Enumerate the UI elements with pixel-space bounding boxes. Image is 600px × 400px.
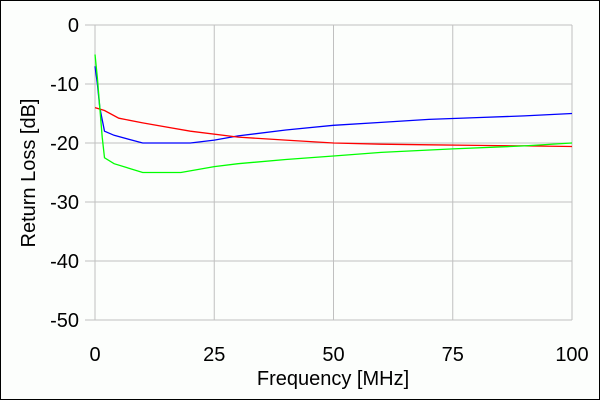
series-line-blue <box>94 66 573 144</box>
series-line-green <box>94 54 573 174</box>
x-tick-label: 0 <box>89 344 100 366</box>
x-axis-label: Frequency [MHz] <box>257 368 409 390</box>
x-tick-label: 25 <box>203 344 225 366</box>
y-tick-label: -30 <box>50 192 79 214</box>
y-tick-label: -40 <box>50 251 79 273</box>
y-tick-label: -10 <box>50 74 79 96</box>
y-tick-label: 0 <box>68 15 79 37</box>
y-axis-label: Return Loss [dB] <box>18 99 40 248</box>
series-line-red <box>94 106 573 148</box>
y-tick-label: -50 <box>50 310 79 332</box>
x-tick-label: 50 <box>322 344 344 366</box>
x-tick-label: 75 <box>442 344 464 366</box>
y-tick-label: -20 <box>50 133 79 155</box>
x-tick-label: 100 <box>555 344 588 366</box>
